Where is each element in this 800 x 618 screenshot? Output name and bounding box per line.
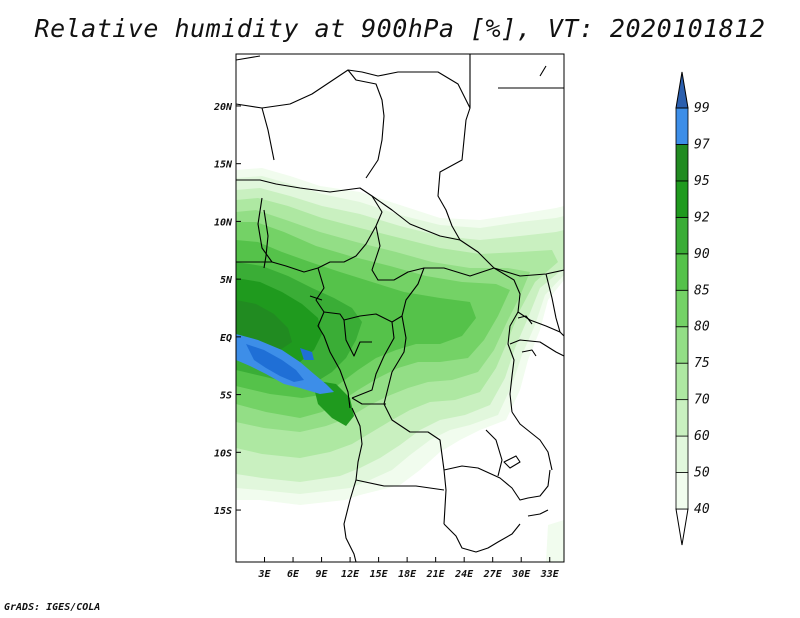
colorbar-segment xyxy=(675,472,689,510)
colorbar-segment xyxy=(675,216,689,255)
grads-credit: GrADS: IGES/COLA xyxy=(4,602,101,613)
colorbar-segment xyxy=(675,107,689,145)
colorbar-label: 80 xyxy=(694,320,710,335)
colorbar-label: 92 xyxy=(694,210,710,225)
colorbar-segment xyxy=(675,326,689,364)
colorbar-segment xyxy=(675,253,689,291)
country-borders xyxy=(236,54,564,562)
colorbar-label: 60 xyxy=(694,429,710,444)
map-frame xyxy=(235,53,565,563)
lon-tick-label: 33E xyxy=(540,569,560,580)
colorbar-label: 97 xyxy=(694,137,710,152)
rh-99-patch xyxy=(300,348,314,360)
colorbar-label: 99 xyxy=(694,101,710,116)
lat-tick-label: 10N xyxy=(214,217,233,228)
lon-tick-label: 12E xyxy=(341,569,360,580)
rh-99-region xyxy=(246,344,304,382)
colorbar-segment xyxy=(675,180,689,218)
latitude-axis: 20N 15N 10N 5N EQ 5S 10S 15S xyxy=(213,102,241,517)
lat-tick-label: 15N xyxy=(214,160,233,171)
colorbar-label: 70 xyxy=(694,393,710,408)
colorbar-label: 40 xyxy=(694,502,710,517)
colorbar: 40 50 60 70 75 80 85 90 92 95 97 99 xyxy=(675,71,710,546)
longitude-axis: 3E 6E 9E 12E 15E 18E 21E 24E 27E 30E 33E xyxy=(257,557,560,580)
colorbar-min-arrow xyxy=(675,508,689,546)
colorbar-label: 50 xyxy=(694,466,710,481)
lon-tick-label: 18E xyxy=(398,569,417,580)
colorbar-label: 95 xyxy=(694,174,710,189)
map-title: Relative humidity at 900hPa [%], VT: 202… xyxy=(34,14,766,43)
lat-tick-label: EQ xyxy=(220,333,232,344)
lon-tick-label: 24E xyxy=(454,569,474,580)
lon-tick-label: 9E xyxy=(316,569,329,580)
lon-tick-label: 15E xyxy=(370,569,389,580)
colorbar-segment xyxy=(675,289,689,328)
lon-tick-label: 30E xyxy=(511,569,531,580)
lat-tick-label: 10S xyxy=(214,448,232,459)
lat-tick-label: 5N xyxy=(220,275,233,286)
colorbar-label: 75 xyxy=(694,356,710,371)
lon-tick-label: 6E xyxy=(287,569,300,580)
lat-tick-label: 20N xyxy=(213,102,233,113)
lat-tick-label: 5S xyxy=(220,391,232,402)
colorbar-label: 85 xyxy=(694,283,710,298)
colorbar-segment xyxy=(675,362,689,401)
rh-40-southeast xyxy=(546,520,564,562)
lon-tick-label: 3E xyxy=(257,569,271,580)
rh-95-region xyxy=(236,300,292,350)
colorbar-segment xyxy=(675,399,689,437)
colorbar-segment xyxy=(675,144,689,182)
colorbar-segment xyxy=(675,435,689,473)
lat-tick-label: 15S xyxy=(214,506,232,517)
lon-tick-label: 27E xyxy=(483,569,503,580)
lon-tick-label: 21E xyxy=(426,569,446,580)
colorbar-label: 90 xyxy=(694,247,710,262)
colorbar-max-arrow xyxy=(675,71,689,109)
